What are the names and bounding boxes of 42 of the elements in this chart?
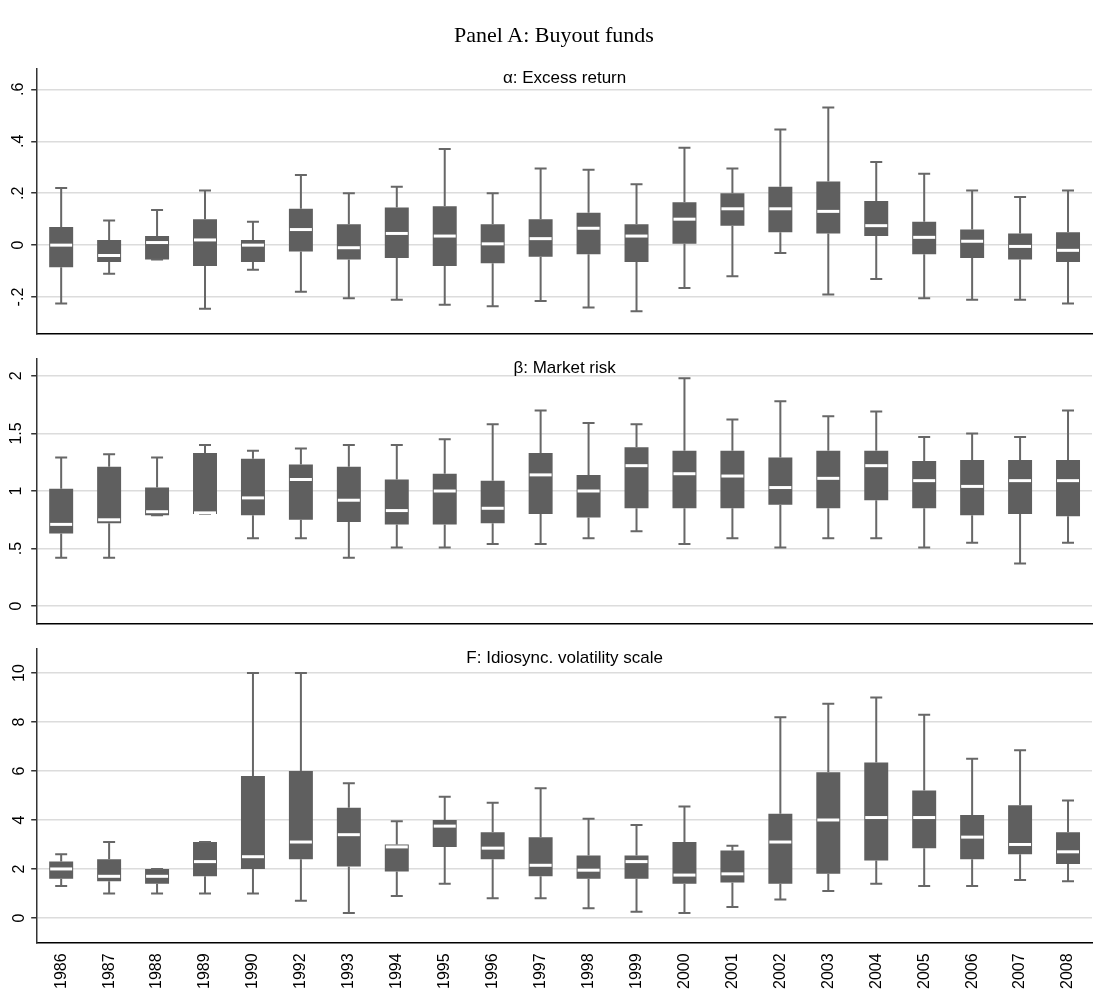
- x-tick-label: 1990: [243, 953, 261, 989]
- y-tick-label: 2: [7, 371, 25, 381]
- x-tick-label: 1992: [291, 953, 309, 989]
- y-tick-label: .5: [7, 541, 25, 556]
- y-tick-label: 1.5: [7, 422, 25, 445]
- x-tick-label: 1994: [387, 953, 405, 989]
- x-tick-label: 2002: [770, 953, 788, 989]
- x-tick-label: 2005: [914, 953, 932, 989]
- y-tick-label: 0: [7, 601, 25, 611]
- chart-title: Panel A: Buyout funds: [453, 21, 655, 49]
- x-tick-label: 1997: [531, 953, 549, 989]
- x-tick-label: 2004: [866, 953, 884, 989]
- x-tick-label: 2008: [1058, 953, 1076, 989]
- x-tick-label: 2006: [962, 953, 980, 989]
- y-tick-label: 2: [9, 864, 27, 874]
- y-tick-label: .2: [9, 186, 27, 200]
- x-tick-label: 2001: [722, 953, 740, 989]
- y-tick-label: .6: [9, 82, 27, 97]
- chart-subtitle: β: Market risk: [513, 357, 617, 377]
- y-tick-label: 4: [9, 815, 27, 825]
- x-tick-label: 1987: [99, 953, 117, 989]
- chart-subtitle: F: Idiosync. volatility scale: [466, 647, 663, 667]
- y-tick-label: 0: [9, 913, 27, 923]
- y-tick-label: -.2: [9, 287, 27, 307]
- x-tick-label: 1989: [195, 953, 213, 989]
- x-tick-label: 1988: [147, 953, 165, 989]
- y-tick-label: 8: [9, 717, 27, 727]
- x-tick-label: 2007: [1010, 953, 1028, 989]
- x-tick-label: 1996: [483, 953, 501, 989]
- x-tick-label: 2000: [674, 953, 692, 989]
- y-tick-label: .4: [9, 134, 27, 148]
- x-tick-label: 1999: [626, 953, 644, 989]
- chart-subtitle: α: Excess return: [503, 67, 627, 87]
- y-tick-label: 6: [9, 766, 27, 776]
- y-tick-label: 1: [7, 486, 25, 496]
- y-tick-label: 10: [9, 664, 27, 682]
- x-tick-label: 2003: [818, 953, 836, 989]
- x-tick-label: 1986: [51, 953, 69, 989]
- x-tick-label: 1993: [339, 953, 357, 989]
- y-tick-label: 0: [9, 240, 27, 250]
- x-tick-label: 1995: [435, 953, 453, 989]
- x-tick-label: 1998: [578, 953, 596, 989]
